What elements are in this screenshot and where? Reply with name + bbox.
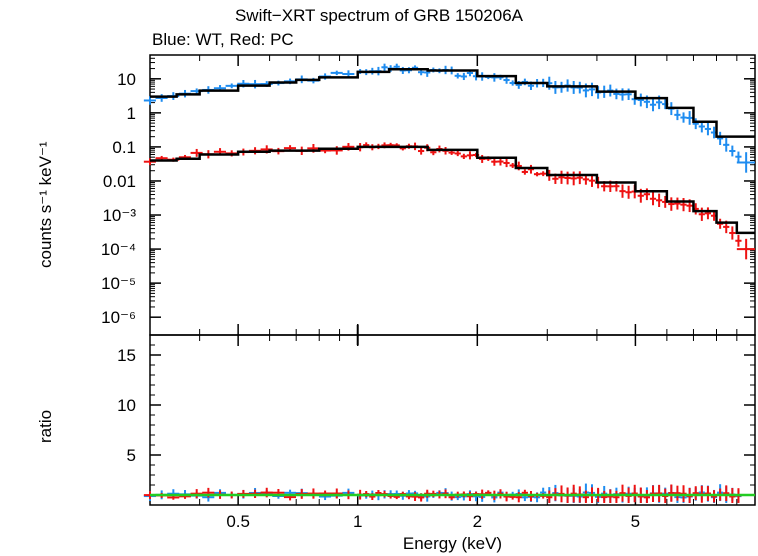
y-tick-label: 10⁻⁶ — [101, 308, 136, 327]
x-tick-label: 1 — [353, 512, 362, 531]
wt-data-series — [143, 63, 755, 173]
y-axis-label-ratio: ratio — [36, 409, 55, 443]
x-tick-label: 5 — [631, 512, 640, 531]
y-tick-label: 10 — [117, 70, 136, 89]
ratio-panel: 0.5 1 2 5 5 10 15 — [117, 334, 756, 531]
pc-model-line — [150, 145, 755, 235]
wt-model-line — [150, 68, 755, 138]
chart-title: Swift−XRT spectrum of GRB 150206A — [234, 6, 524, 25]
y-tick-label: 10⁻⁴ — [101, 240, 136, 259]
y-tick-label: 0.01 — [103, 172, 136, 191]
y-tick-label: 10⁻³ — [102, 206, 136, 225]
y-tick-label: 5 — [127, 446, 136, 465]
ratio-frame — [149, 334, 756, 506]
y-tick-label: 0.1 — [112, 138, 136, 157]
y-axis-label-spectrum: counts s⁻¹ keV⁻¹ — [36, 141, 55, 268]
spectrum-panel: 10 1 0.1 0.01 10⁻³ 10⁻⁴ 10⁻⁵ 10⁻⁶ — [101, 54, 756, 345]
y-tick-label: 10 — [117, 396, 136, 415]
x-tick-label: 2 — [473, 512, 482, 531]
chart-subtitle: Blue: WT, Red: PC — [152, 30, 294, 49]
x-tick-label: 0.5 — [226, 512, 250, 531]
pc-data-series — [143, 142, 755, 260]
y-tick-label: 1 — [127, 104, 136, 123]
y-tick-label: 10⁻⁵ — [101, 274, 136, 293]
x-axis-label: Energy (keV) — [402, 534, 503, 553]
y-tick-label: 15 — [117, 346, 136, 365]
